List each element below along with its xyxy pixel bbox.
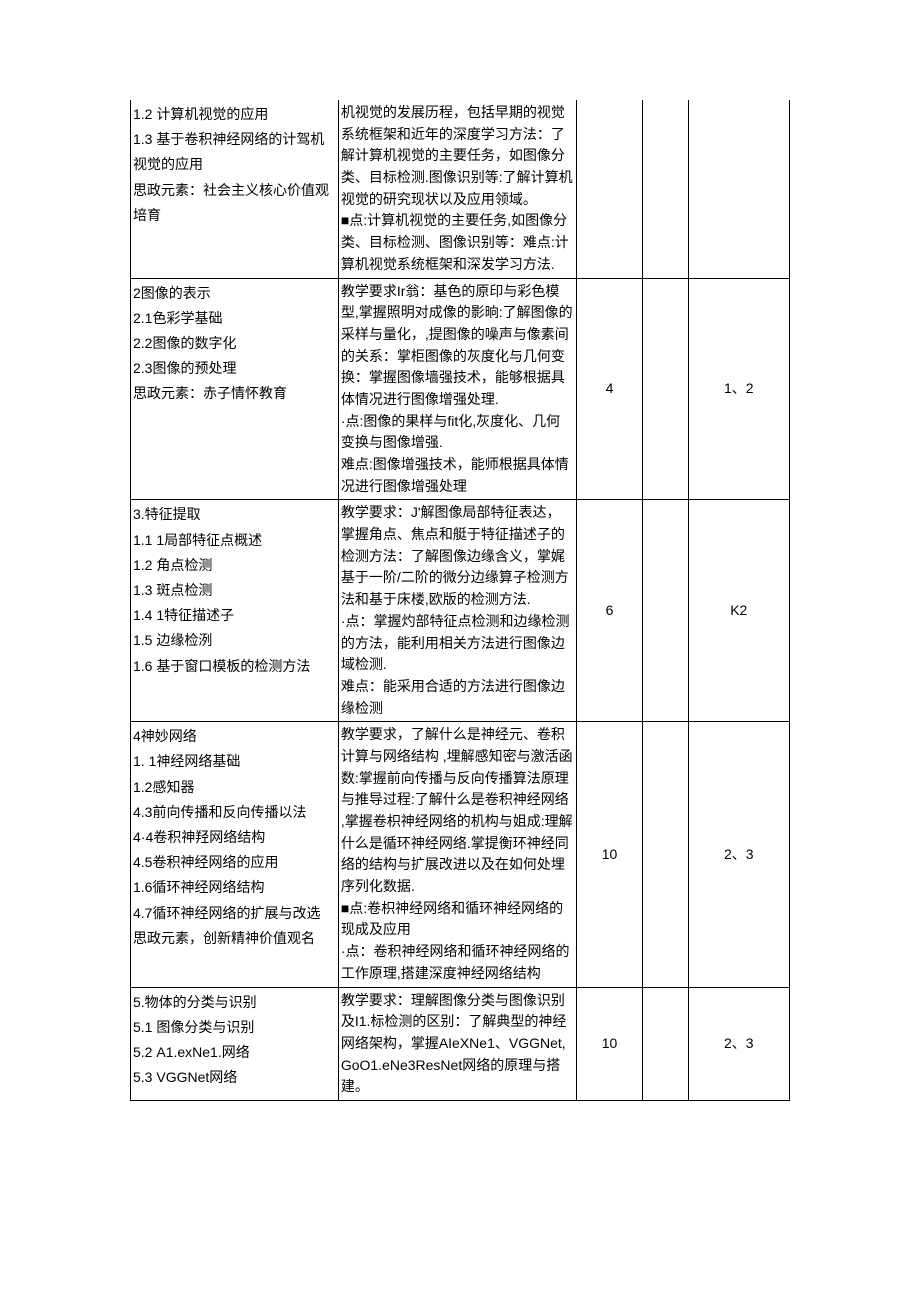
topic-cell: 2图像的表示 2.1色彩学基础 2.2图像的数字化 2.3图像的预处理 思政元素…	[131, 278, 339, 500]
table-row: 2图像的表示 2.1色彩学基础 2.2图像的数字化 2.3图像的预处理 思政元素…	[131, 278, 790, 500]
table-row: 4神妙网络 1. 1神经网络基础 1.2感知器 4.3前向传播和反向传播以法 4…	[131, 722, 790, 987]
topic-text: 5.物体的分类与识别 5.1 图像分类与识别 5.2 A1.exNe1.网络 5…	[133, 990, 336, 1091]
hours-cell: 4	[577, 278, 643, 500]
blank-cell	[642, 722, 688, 987]
requirement-cell: 教学要求：J'解图像局部特征表达，掌握角点、焦点和艇于特征描述子的检测方法：了解…	[338, 500, 576, 722]
topic-cell: 1.2 计算机视觉的应用 1.3 基于卷积神经网络的计驾机视觉的应用 思政元素：…	[131, 100, 339, 278]
hours-cell: 6	[577, 500, 643, 722]
page-container: 1.2 计算机视觉的应用 1.3 基于卷积神经网络的计驾机视觉的应用 思政元素：…	[0, 0, 920, 1301]
hours-cell: 10	[577, 987, 643, 1100]
hours-cell: 10	[577, 722, 643, 987]
topic-cell: 3.特征提取 1.1 1局部特征点概述 1.2 角点检测 1.3 斑点检测 1.…	[131, 500, 339, 722]
requirement-cell: 教学要求：理解图像分类与图像识别及I1.标检测的区别：了解典型的神经网络架构，掌…	[338, 987, 576, 1100]
blank-cell	[642, 100, 688, 278]
topic-text: 1.2 计算机视觉的应用 1.3 基于卷积神经网络的计驾机视觉的应用 思政元素：…	[133, 102, 336, 228]
topic-cell: 4神妙网络 1. 1神经网络基础 1.2感知器 4.3前向传播和反向传播以法 4…	[131, 722, 339, 987]
syllabus-table: 1.2 计算机视觉的应用 1.3 基于卷积神经网络的计驾机视觉的应用 思政元素：…	[130, 100, 790, 1101]
topic-text: 4神妙网络 1. 1神经网络基础 1.2感知器 4.3前向传播和反向传播以法 4…	[133, 724, 336, 951]
topic-text: 3.特征提取 1.1 1局部特征点概述 1.2 角点检测 1.3 斑点检测 1.…	[133, 502, 336, 678]
requirement-cell: 机视觉的发展历程，包括早期的视觉系统框架和近年的深度学习方法：了解计算机视觉的主…	[338, 100, 576, 278]
requirement-cell: 教学要求Ir翁：基色的原印与彩色模型,掌握照明对成像的影晌:了解图像的采样与量化…	[338, 278, 576, 500]
goal-cell: 1、2	[688, 278, 789, 500]
hours-cell	[577, 100, 643, 278]
requirement-text: 机视觉的发展历程，包括早期的视觉系统框架和近年的深度学习方法：了解计算机视觉的主…	[341, 102, 574, 276]
blank-cell	[642, 987, 688, 1100]
requirement-text: 教学要求：J'解图像局部特征表达，掌握角点、焦点和艇于特征描述子的检测方法：了解…	[341, 502, 574, 719]
topic-cell: 5.物体的分类与识别 5.1 图像分类与识别 5.2 A1.exNe1.网络 5…	[131, 987, 339, 1100]
requirement-text: 教学要求：理解图像分类与图像识别及I1.标检测的区别：了解典型的神经网络架构，掌…	[341, 990, 574, 1098]
goal-cell	[688, 100, 789, 278]
topic-text: 2图像的表示 2.1色彩学基础 2.2图像的数字化 2.3图像的预处理 思政元素…	[133, 281, 336, 407]
goal-cell: K2	[688, 500, 789, 722]
requirement-text: 教学要求Ir翁：基色的原印与彩色模型,掌握照明对成像的影晌:了解图像的采样与量化…	[341, 281, 574, 498]
goal-cell: 2、3	[688, 987, 789, 1100]
table-row: 5.物体的分类与识别 5.1 图像分类与识别 5.2 A1.exNe1.网络 5…	[131, 987, 790, 1100]
requirement-cell: 教学要求，了解什么是神经元、卷积计算与网络结构 ,埋解感知密与激活函数:掌握前向…	[338, 722, 576, 987]
table-row: 1.2 计算机视觉的应用 1.3 基于卷积神经网络的计驾机视觉的应用 思政元素：…	[131, 100, 790, 278]
table-row: 3.特征提取 1.1 1局部特征点概述 1.2 角点检测 1.3 斑点检测 1.…	[131, 500, 790, 722]
requirement-text: 教学要求，了解什么是神经元、卷积计算与网络结构 ,埋解感知密与激活函数:掌握前向…	[341, 724, 574, 984]
blank-cell	[642, 500, 688, 722]
goal-cell: 2、3	[688, 722, 789, 987]
blank-cell	[642, 278, 688, 500]
